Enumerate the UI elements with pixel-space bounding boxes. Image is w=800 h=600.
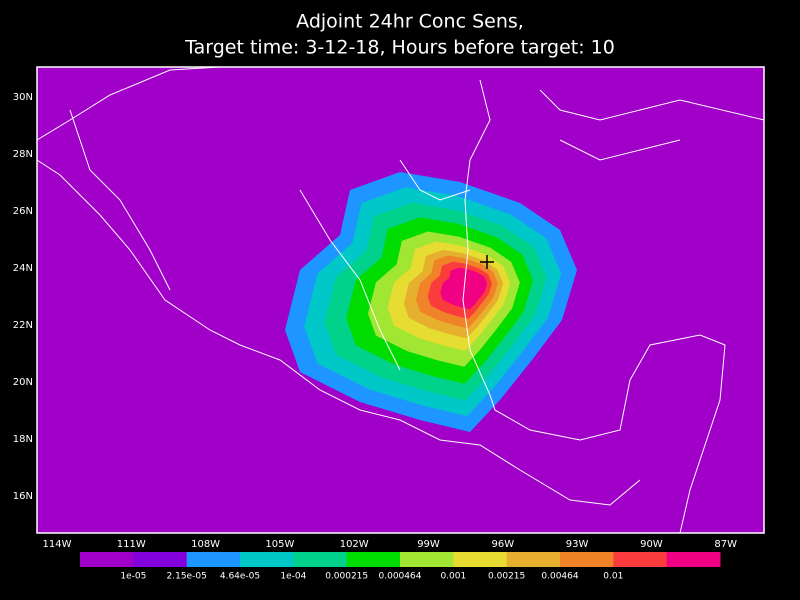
colorbar-box <box>80 552 134 567</box>
colorbar-box <box>453 552 508 567</box>
lon-label: 87W <box>714 539 737 550</box>
lon-label: 93W <box>566 539 589 550</box>
lon-label: 105W <box>265 539 294 550</box>
lon-label: 114W <box>43 539 72 550</box>
colorbar-box <box>506 552 561 567</box>
lat-label: 22N <box>13 320 33 331</box>
colorbar-label: 1e-05 <box>120 572 146 582</box>
lat-label: 26N <box>13 206 33 217</box>
lon-label: 96W <box>491 539 514 550</box>
colorbar-label: 0.01 <box>603 572 623 582</box>
lat-label: 18N <box>13 434 33 445</box>
colorbar-box <box>133 552 188 567</box>
lat-label: 30N <box>13 92 33 103</box>
colorbar-box <box>346 552 401 567</box>
lat-label: 28N <box>13 149 33 160</box>
lon-label: 90W <box>640 539 663 550</box>
colorbar-box <box>240 552 294 567</box>
lat-label: 16N <box>13 491 33 502</box>
colorbar-label: 4.64e-05 <box>220 572 260 582</box>
colorbar-label: 1e-04 <box>280 572 306 582</box>
colorbar-box <box>293 552 348 567</box>
lat-label: 20N <box>13 377 33 388</box>
colorbar-box <box>560 552 614 567</box>
lon-label: 102W <box>340 539 369 550</box>
colorbar-label: 0.00464 <box>541 572 578 582</box>
title-line: Target time: 3-12-18, Hours before targe… <box>184 37 615 59</box>
colorbar-label: 0.00215 <box>488 572 525 582</box>
colorbar-label: 0.001 <box>440 572 466 582</box>
colorbar-box <box>613 552 668 567</box>
title-line: Adjoint 24hr Conc Sens, <box>296 11 524 33</box>
coastline <box>462 79 726 534</box>
target-marker <box>480 255 494 269</box>
colorbar-label: 2.15e-05 <box>167 572 207 582</box>
colorbar-box <box>186 552 241 567</box>
coastlines <box>36 66 765 534</box>
lon-label: 108W <box>191 539 220 550</box>
colorbar-label: 0.000464 <box>379 572 422 582</box>
border <box>299 89 765 371</box>
lon-label: 99W <box>417 539 440 550</box>
colorbar-box <box>400 552 454 567</box>
coastline <box>36 66 641 506</box>
colorbar-label: 0.000215 <box>325 572 368 582</box>
colorbar-box <box>666 552 721 567</box>
lat-label: 24N <box>13 263 33 274</box>
lon-label: 111W <box>117 539 146 550</box>
